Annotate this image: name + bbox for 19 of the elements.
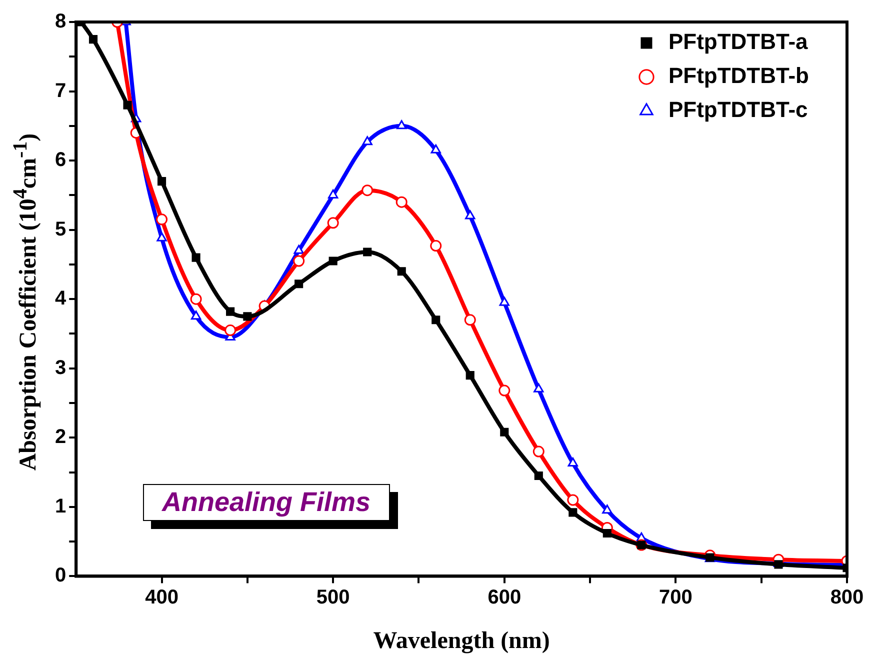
legend-label: PFtpTDTBT-b — [668, 63, 810, 88]
y-tick-label: 0 — [55, 564, 66, 587]
x-tick-label: 400 — [145, 586, 178, 609]
legend-label: PFtpTDTBT-a — [668, 29, 809, 54]
x-axis-title: Wavelength (nm) — [373, 628, 550, 654]
y-tick-label: 8 — [55, 10, 66, 33]
y-tick-label: 1 — [55, 495, 66, 518]
y-tick-label: 5 — [55, 218, 66, 240]
x-tick-label: 600 — [488, 586, 522, 609]
annotation: Annealing Films — [143, 484, 390, 521]
legend-label: PFtpTDTBT-c — [668, 97, 808, 122]
y-tick-label: 6 — [55, 149, 66, 172]
y-tick-label: 4 — [55, 288, 67, 310]
y-tick-label: 7 — [55, 80, 66, 102]
x-tick-label: 800 — [830, 586, 864, 609]
y-tick-label: 3 — [55, 356, 66, 379]
y-tick-label: 2 — [55, 426, 66, 448]
x-tick-label: 700 — [659, 586, 692, 609]
x-tick-label: 500 — [316, 586, 350, 609]
